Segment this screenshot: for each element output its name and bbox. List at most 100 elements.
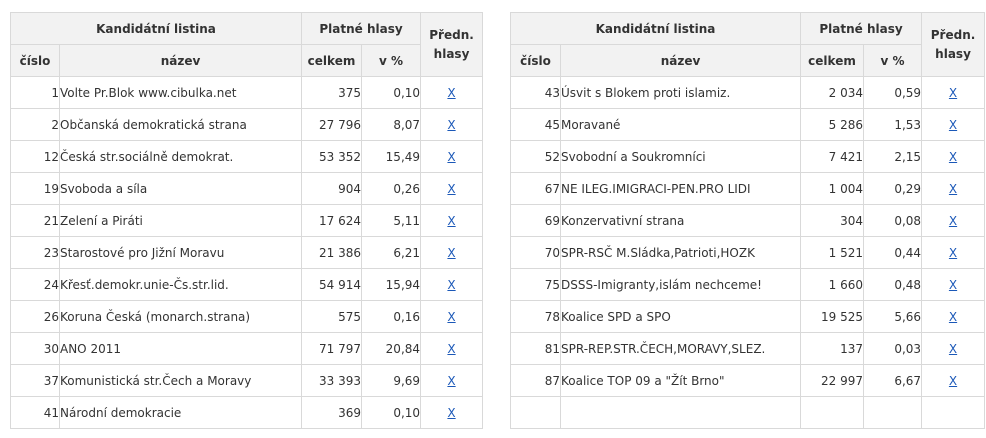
- list-number: 87: [510, 364, 561, 397]
- party-name: Komunistická str.Čech a Moravy: [58, 364, 303, 397]
- preferential-votes-link[interactable]: X: [447, 405, 456, 420]
- preferential-votes-link[interactable]: X: [447, 149, 456, 164]
- vote-percent: 0,16: [361, 300, 422, 333]
- table-row: 70 SPR-RSČ M.Sládka,Patrioti,HOZK 1 521 0,4…: [510, 236, 986, 269]
- vote-total: 2 034: [800, 76, 865, 109]
- vote-total: 575: [301, 300, 363, 333]
- vote-percent: 0,48: [863, 268, 923, 301]
- preferential-votes-cell: X: [921, 204, 986, 237]
- party-name: Křesť.demokr.unie-Čs.str.lid.: [58, 268, 303, 301]
- preferential-votes-link[interactable]: X: [948, 277, 958, 292]
- preferential-votes-link[interactable]: X: [948, 245, 958, 260]
- vote-percent: 20,84: [361, 332, 422, 365]
- preferential-votes-cell: X: [420, 140, 484, 173]
- table-row: 67 NE ILEG.IMIGRACI-PEN.PRO LIDI 1 004 0,29…: [510, 172, 986, 205]
- empty-cell: [863, 396, 923, 429]
- list-number: 37: [10, 364, 60, 397]
- header-name: název: [58, 44, 303, 77]
- right-table-body: 43 Úsvit s Blokem proti islamiz. 2 034 0,59…: [510, 76, 986, 429]
- party-name: Svobodní a Soukromníci: [559, 140, 802, 173]
- party-name: Národní demokracie: [58, 396, 303, 429]
- vote-total: 21 386: [301, 236, 363, 269]
- preferential-votes-link[interactable]: X: [447, 213, 456, 228]
- vote-total: 22 997: [800, 364, 865, 397]
- vote-percent: 0,10: [361, 76, 422, 109]
- preferential-votes-link[interactable]: X: [447, 117, 456, 132]
- preferential-votes-link[interactable]: X: [447, 277, 456, 292]
- vote-total: 71 797: [301, 332, 363, 365]
- preferential-votes-link[interactable]: X: [948, 181, 958, 196]
- preferential-votes-cell: X: [420, 204, 484, 237]
- header-number: číslo: [510, 44, 561, 77]
- empty-row: [510, 396, 986, 429]
- preferential-votes-link[interactable]: X: [948, 85, 958, 100]
- table-row: 81 SPR-REP.STR.ČECH,MORAVY,SLEZ. 137 0,03 X: [510, 332, 986, 365]
- empty-cell: [510, 396, 561, 429]
- list-number: 52: [510, 140, 561, 173]
- preferential-votes-cell: X: [420, 396, 484, 429]
- list-number: 78: [510, 300, 561, 333]
- header-percent: v %: [863, 44, 923, 77]
- results-table-right: Kandidátní listina Platné hlasy Předn. h…: [509, 12, 986, 429]
- header-candidate-list: Kandidátní listina: [509, 12, 802, 45]
- table-row: 23 Starostové pro Jižní Moravu 21 386 6,21 X: [10, 236, 484, 269]
- vote-percent: 0,08: [863, 204, 923, 237]
- preferential-votes-link[interactable]: X: [447, 181, 456, 196]
- party-name: ANO 2011: [58, 332, 303, 365]
- preferential-votes-link[interactable]: X: [948, 213, 958, 228]
- vote-total: 904: [301, 172, 363, 205]
- table-row: 37 Komunistická str.Čech a Moravy 33 393 9,…: [10, 364, 484, 397]
- vote-percent: 0,29: [863, 172, 923, 205]
- party-name: Koalice TOP 09 a "Žít Brno": [559, 364, 802, 397]
- preferential-votes-link[interactable]: X: [447, 245, 456, 260]
- list-number: 43: [510, 76, 561, 109]
- vote-percent: 5,11: [361, 204, 422, 237]
- preferential-votes-cell: X: [921, 76, 986, 109]
- vote-percent: 15,94: [361, 268, 422, 301]
- table-row: 26 Koruna Česká (monarch.strana) 575 0,16 X: [10, 300, 484, 333]
- header-valid-votes: Platné hlasy: [800, 12, 923, 45]
- table-row: 75 DSSS-Imigranty,islám nechceme! 1 660 0,4…: [510, 268, 986, 301]
- header-preferential-votes: Předn. hlasy: [921, 12, 986, 77]
- header-total: celkem: [301, 44, 363, 77]
- preferential-votes-cell: X: [921, 332, 986, 365]
- list-number: 69: [510, 204, 561, 237]
- vote-percent: 6,21: [361, 236, 422, 269]
- table-row: 12 Česká str.sociálně demokrat. 53 352 15,4…: [10, 140, 484, 173]
- vote-total: 1 521: [800, 236, 865, 269]
- preferential-votes-cell: X: [921, 300, 986, 333]
- list-number: 67: [510, 172, 561, 205]
- vote-percent: 15,49: [361, 140, 422, 173]
- preferential-votes-cell: X: [420, 364, 484, 397]
- preferential-votes-cell: X: [420, 172, 484, 205]
- table-row: 41 Národní demokracie 369 0,10 X: [10, 396, 484, 429]
- party-name: NE ILEG.IMIGRACI-PEN.PRO LIDI: [559, 172, 802, 205]
- preferential-votes-link[interactable]: X: [447, 85, 456, 100]
- preferential-votes-link[interactable]: X: [948, 373, 958, 388]
- vote-total: 137: [800, 332, 865, 365]
- preferential-votes-cell: X: [420, 108, 484, 141]
- preferential-votes-link[interactable]: X: [948, 149, 958, 164]
- vote-total: 53 352: [301, 140, 363, 173]
- preferential-votes-link[interactable]: X: [447, 341, 456, 356]
- table-row: 1 Volte Pr.Blok www.cibulka.net 375 0,10 X: [10, 76, 484, 109]
- empty-cell: [921, 396, 986, 429]
- preferential-votes-link[interactable]: X: [948, 117, 958, 132]
- vote-total: 5 286: [800, 108, 865, 141]
- preferential-votes-link[interactable]: X: [447, 309, 456, 324]
- preferential-votes-link[interactable]: X: [447, 373, 456, 388]
- header-pref-line2: hlasy: [935, 46, 971, 61]
- preferential-votes-cell: X: [921, 236, 986, 269]
- preferential-votes-link[interactable]: X: [948, 341, 958, 356]
- table-row: 45 Moravané 5 286 1,53 X: [510, 108, 986, 141]
- table-row: 78 Koalice SPD a SPO 19 525 5,66 X: [510, 300, 986, 333]
- table-row: 69 Konzervativní strana 304 0,08 X: [510, 204, 986, 237]
- list-number: 75: [510, 268, 561, 301]
- preferential-votes-link[interactable]: X: [948, 309, 958, 324]
- header-candidate-list: Kandidátní listina: [9, 12, 303, 45]
- vote-percent: 2,15: [863, 140, 923, 173]
- preferential-votes-cell: X: [921, 172, 986, 205]
- preferential-votes-cell: X: [921, 268, 986, 301]
- header-pref-line1: Předn.: [930, 27, 976, 42]
- vote-total: 369: [301, 396, 363, 429]
